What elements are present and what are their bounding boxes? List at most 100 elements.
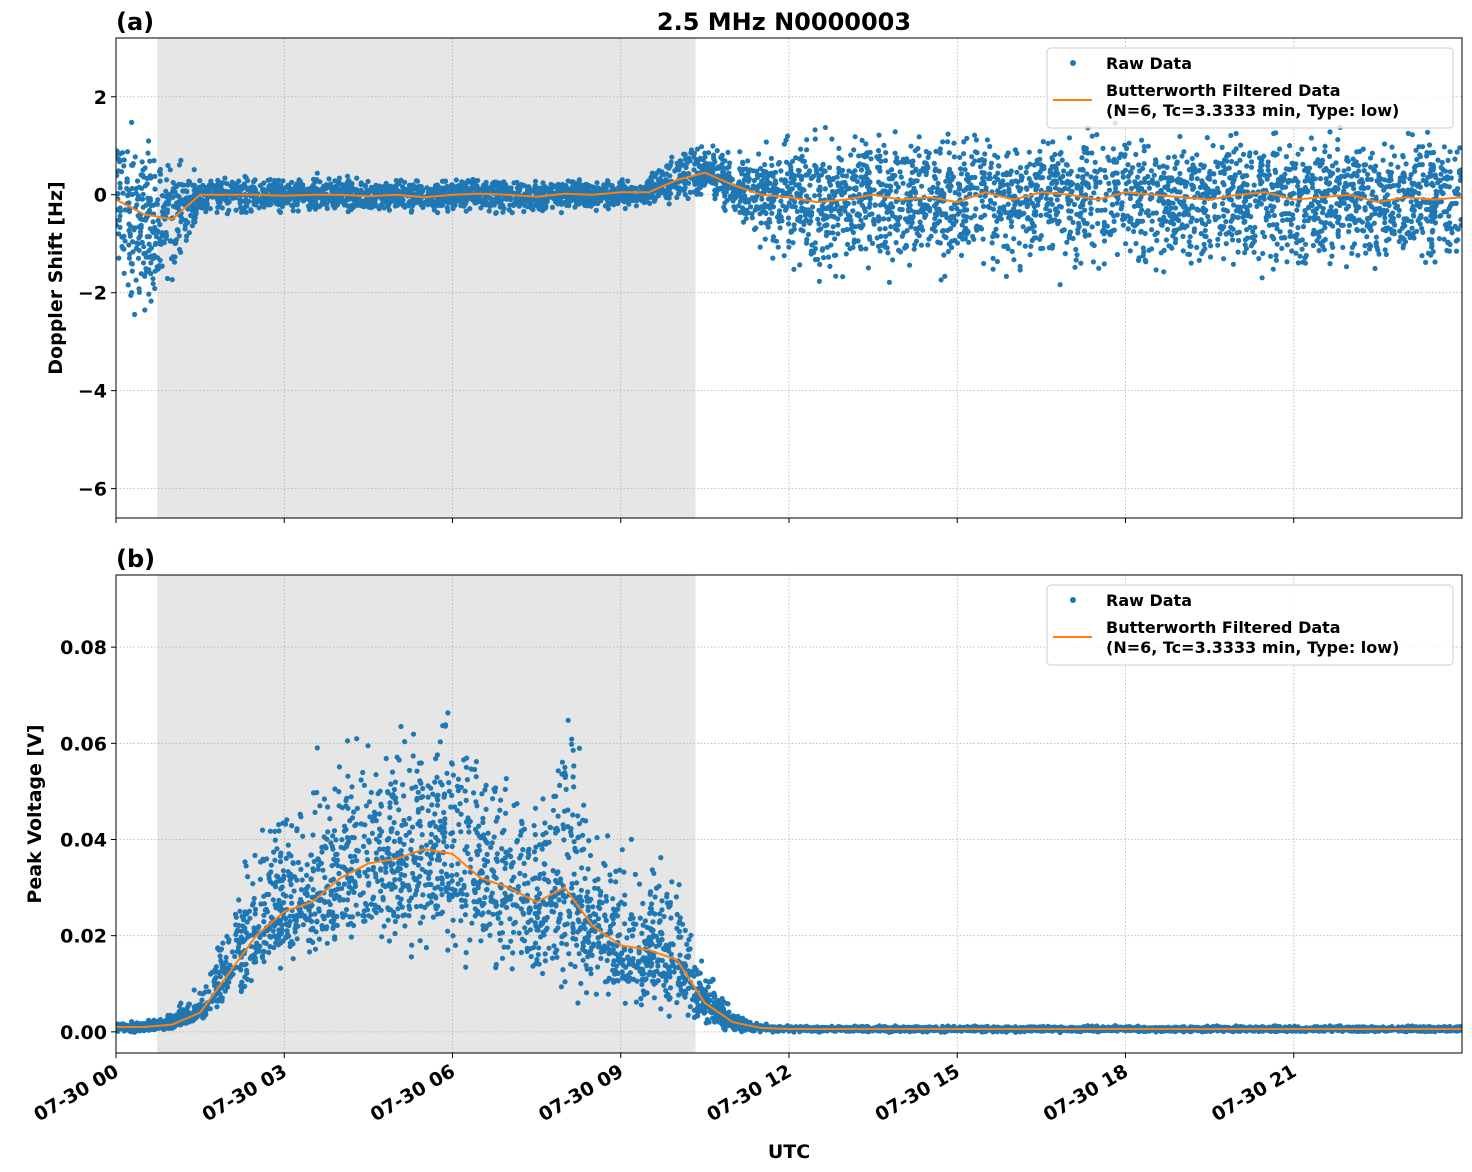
raw-data-point [150, 276, 156, 282]
raw-data-point [1272, 152, 1278, 158]
raw-data-point [1263, 205, 1269, 212]
raw-data-point [691, 167, 697, 173]
raw-data-point [605, 178, 611, 184]
raw-data-point [817, 261, 823, 267]
raw-data-point [905, 202, 912, 208]
raw-data-point [812, 193, 818, 199]
raw-data-point [737, 149, 743, 155]
raw-data-point [1284, 242, 1290, 248]
raw-data-point [1001, 204, 1007, 210]
raw-data-point [1371, 167, 1377, 173]
raw-data-point [1068, 168, 1074, 174]
raw-data-point [1212, 179, 1218, 185]
raw-data-points [116, 119, 1462, 318]
raw-data-point [1058, 204, 1064, 210]
raw-data-point [521, 208, 527, 215]
raw-data-point [1157, 189, 1163, 195]
raw-data-point [819, 172, 825, 178]
raw-data-point [779, 218, 785, 224]
raw-data-point [815, 256, 821, 262]
raw-data-point [729, 177, 736, 183]
raw-data-point [183, 217, 189, 223]
raw-data-point [822, 124, 829, 131]
raw-data-point [132, 225, 138, 231]
raw-data-point [290, 208, 296, 214]
raw-data-point [223, 196, 229, 202]
raw-data-point [1075, 220, 1082, 226]
raw-data-point [469, 181, 475, 187]
raw-data-point [772, 169, 779, 175]
raw-data-point [1230, 213, 1236, 219]
raw-data-point [949, 206, 955, 212]
raw-data-point [1265, 159, 1271, 165]
raw-data-point [135, 241, 141, 247]
raw-data-point [400, 184, 406, 190]
raw-data-point [971, 185, 977, 191]
raw-data-point [990, 206, 997, 212]
raw-data-point [1061, 168, 1067, 174]
raw-data-point [1269, 208, 1275, 214]
raw-data-point [823, 213, 829, 219]
raw-data-point [1003, 273, 1010, 279]
raw-data-point [989, 240, 995, 246]
raw-data-point [1103, 191, 1109, 197]
raw-data-point [1453, 238, 1459, 244]
raw-data-point [854, 178, 861, 185]
raw-data-point [667, 162, 674, 168]
raw-data-point [1075, 226, 1081, 233]
raw-data-point [754, 205, 760, 211]
raw-data-point [767, 188, 774, 194]
raw-data-point [116, 168, 122, 174]
raw-data-point [1177, 189, 1183, 195]
raw-data-point [684, 161, 690, 167]
raw-data-point [236, 187, 242, 193]
raw-data-point [900, 180, 906, 186]
raw-data-point [964, 135, 970, 141]
raw-data-point [867, 179, 873, 185]
raw-data-point [1361, 228, 1367, 234]
raw-data-point [916, 134, 922, 140]
raw-data-point [145, 150, 151, 156]
raw-data-point [816, 278, 823, 284]
raw-data-point [1074, 252, 1080, 258]
raw-data-point [256, 198, 262, 204]
raw-data-point [1294, 207, 1300, 213]
raw-data-point [1190, 183, 1196, 189]
raw-data-point [1355, 252, 1361, 258]
raw-data-point [1034, 183, 1041, 189]
raw-data-point [1165, 154, 1171, 161]
raw-data-point [283, 197, 289, 203]
raw-data-point [591, 201, 597, 207]
raw-data-point [1388, 161, 1394, 167]
raw-data-point [1103, 175, 1109, 181]
raw-data-point [913, 226, 919, 232]
raw-data-point [892, 150, 898, 156]
raw-data-point [122, 238, 128, 244]
raw-data-point [1248, 164, 1255, 170]
raw-data-point [1295, 202, 1301, 208]
raw-data-point [667, 185, 673, 191]
raw-data-point [167, 167, 173, 173]
raw-data-point [680, 170, 687, 176]
raw-data-point [134, 178, 141, 184]
raw-data-point [957, 154, 963, 160]
raw-data-point [487, 201, 493, 207]
raw-data-point [1266, 222, 1272, 228]
raw-data-point [183, 237, 189, 243]
raw-data-point [140, 260, 147, 266]
raw-data-point [1047, 208, 1053, 214]
raw-data-point [1167, 219, 1173, 225]
raw-data-point [164, 275, 171, 282]
raw-data-point [1251, 249, 1257, 255]
raw-data-point [148, 298, 154, 304]
raw-data-point [1011, 257, 1017, 263]
raw-data-point [1397, 175, 1403, 181]
raw-data-point [966, 239, 972, 245]
raw-data-point [252, 177, 258, 183]
raw-data-point [1350, 161, 1357, 168]
raw-data-point [1192, 169, 1198, 175]
raw-data-point [816, 207, 822, 213]
raw-data-point [816, 187, 822, 193]
raw-data-point [1041, 166, 1047, 172]
raw-data-point [842, 199, 848, 206]
